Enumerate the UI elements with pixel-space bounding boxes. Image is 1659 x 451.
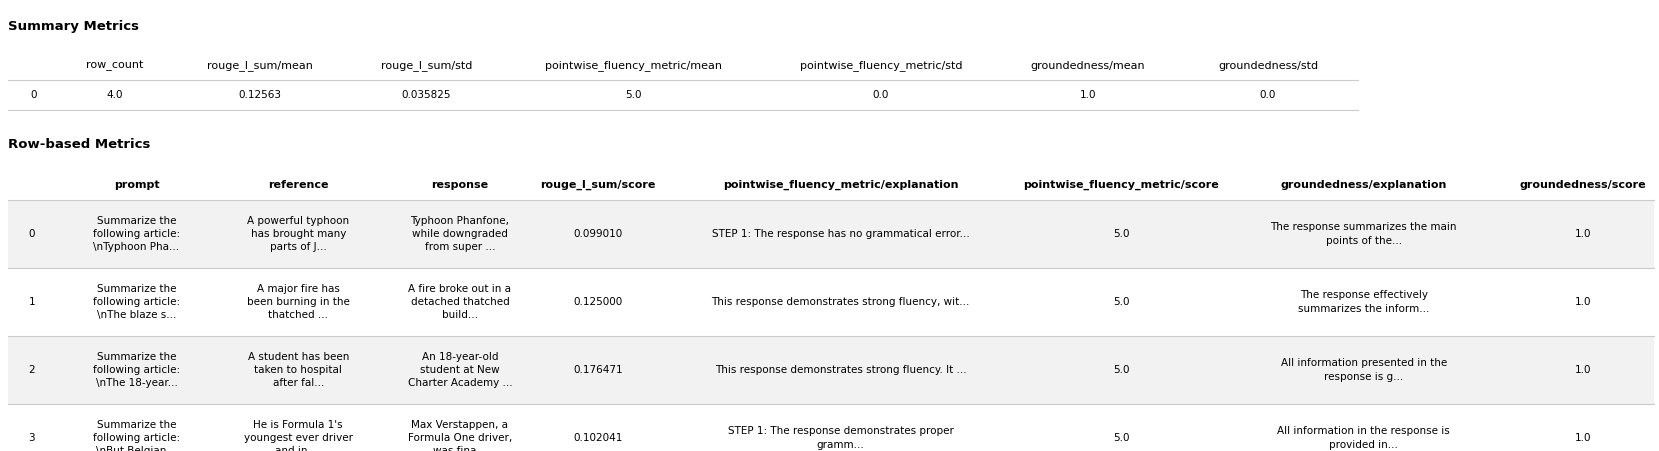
Text: 0.176471: 0.176471 [572, 365, 622, 375]
Text: 0.099010: 0.099010 [574, 229, 622, 239]
Text: Typhoon Phanfone,
while downgraded
from super ...: Typhoon Phanfone, while downgraded from … [410, 216, 509, 252]
Text: 1.0: 1.0 [1574, 297, 1591, 307]
Text: 0.0: 0.0 [1259, 90, 1276, 100]
Text: pointwise_fluency_metric/explanation: pointwise_fluency_metric/explanation [723, 180, 959, 190]
Text: 1.0: 1.0 [1574, 229, 1591, 239]
Text: pointwise_fluency_metric/score: pointwise_fluency_metric/score [1024, 180, 1219, 190]
Text: 5.0: 5.0 [1113, 229, 1130, 239]
Text: 1: 1 [28, 297, 35, 307]
Bar [8, 336, 1654, 404]
Text: rouge_l_sum/score: rouge_l_sum/score [541, 180, 655, 190]
Bar [8, 404, 1654, 451]
Text: The response summarizes the main
points of the...: The response summarizes the main points … [1271, 222, 1457, 246]
Text: rouge_l_sum/std: rouge_l_sum/std [382, 60, 473, 71]
Text: Max Verstappen, a
Formula One driver,
was fina...: Max Verstappen, a Formula One driver, wa… [408, 420, 513, 451]
Text: 2: 2 [28, 365, 35, 375]
Text: response: response [431, 180, 488, 190]
Text: STEP 1: The response has no grammatical error...: STEP 1: The response has no grammatical … [712, 229, 969, 239]
Text: 1.0: 1.0 [1574, 433, 1591, 443]
Text: This response demonstrates strong fluency. It ...: This response demonstrates strong fluenc… [715, 365, 966, 375]
Text: He is Formula 1's
youngest ever driver
and in ...: He is Formula 1's youngest ever driver a… [244, 420, 353, 451]
Text: STEP 1: The response demonstrates proper
gramm...: STEP 1: The response demonstrates proper… [728, 426, 954, 450]
Text: rouge_l_sum/mean: rouge_l_sum/mean [207, 60, 314, 71]
Text: This response demonstrates strong fluency, wit...: This response demonstrates strong fluenc… [712, 297, 971, 307]
Text: 0.035825: 0.035825 [401, 90, 451, 100]
Text: 0.0: 0.0 [873, 90, 889, 100]
Text: pointwise_fluency_metric/mean: pointwise_fluency_metric/mean [546, 60, 722, 71]
Text: 5.0: 5.0 [1113, 365, 1130, 375]
Text: 5.0: 5.0 [625, 90, 642, 100]
Text: Summarize the
following article:
\nBut Belgian...: Summarize the following article: \nBut B… [93, 420, 181, 451]
Bar [8, 80, 1359, 110]
Text: 0: 0 [30, 90, 36, 100]
Text: 0.102041: 0.102041 [574, 433, 622, 443]
Text: The response effectively
summarizes the inform...: The response effectively summarizes the … [1297, 290, 1430, 313]
Text: Summarize the
following article:
\nThe blaze s...: Summarize the following article: \nThe b… [93, 284, 181, 320]
Text: reference: reference [269, 180, 328, 190]
Text: pointwise_fluency_metric/std: pointwise_fluency_metric/std [800, 60, 962, 71]
Text: Summarize the
following article:
\nThe 18-year...: Summarize the following article: \nThe 1… [93, 352, 181, 388]
Text: 1.0: 1.0 [1080, 90, 1097, 100]
Bar [8, 200, 1654, 268]
Text: groundedness/std: groundedness/std [1218, 61, 1317, 71]
Text: row_count: row_count [86, 61, 143, 71]
Text: groundedness/explanation: groundedness/explanation [1281, 180, 1447, 190]
Text: prompt: prompt [113, 180, 159, 190]
Text: 0: 0 [28, 229, 35, 239]
Text: 0.125000: 0.125000 [574, 297, 622, 307]
Text: 5.0: 5.0 [1113, 433, 1130, 443]
Text: 3: 3 [28, 433, 35, 443]
Text: groundedness/score: groundedness/score [1520, 180, 1646, 190]
Text: groundedness/mean: groundedness/mean [1030, 61, 1145, 71]
Text: Summarize the
following article:
\nTyphoon Pha...: Summarize the following article: \nTypho… [93, 216, 181, 252]
Text: All information presented in the
response is g...: All information presented in the respons… [1281, 359, 1447, 382]
Text: 1.0: 1.0 [1574, 365, 1591, 375]
Bar [8, 268, 1654, 336]
Text: A fire broke out in a
detached thatched
build...: A fire broke out in a detached thatched … [408, 284, 511, 320]
Text: 4.0: 4.0 [106, 90, 123, 100]
Text: Summary Metrics: Summary Metrics [8, 20, 139, 33]
Text: A student has been
taken to hospital
after fal...: A student has been taken to hospital aft… [247, 352, 348, 388]
Text: A major fire has
been burning in the
thatched ...: A major fire has been burning in the tha… [247, 284, 350, 320]
Text: An 18-year-old
student at New
Charter Academy ...: An 18-year-old student at New Charter Ac… [408, 352, 513, 388]
Text: All information in the response is
provided in...: All information in the response is provi… [1277, 426, 1450, 450]
Text: 5.0: 5.0 [1113, 297, 1130, 307]
Text: 0.12563: 0.12563 [239, 90, 282, 100]
Text: A powerful typhoon
has brought many
parts of J...: A powerful typhoon has brought many part… [247, 216, 350, 252]
Text: Row-based Metrics: Row-based Metrics [8, 138, 151, 151]
